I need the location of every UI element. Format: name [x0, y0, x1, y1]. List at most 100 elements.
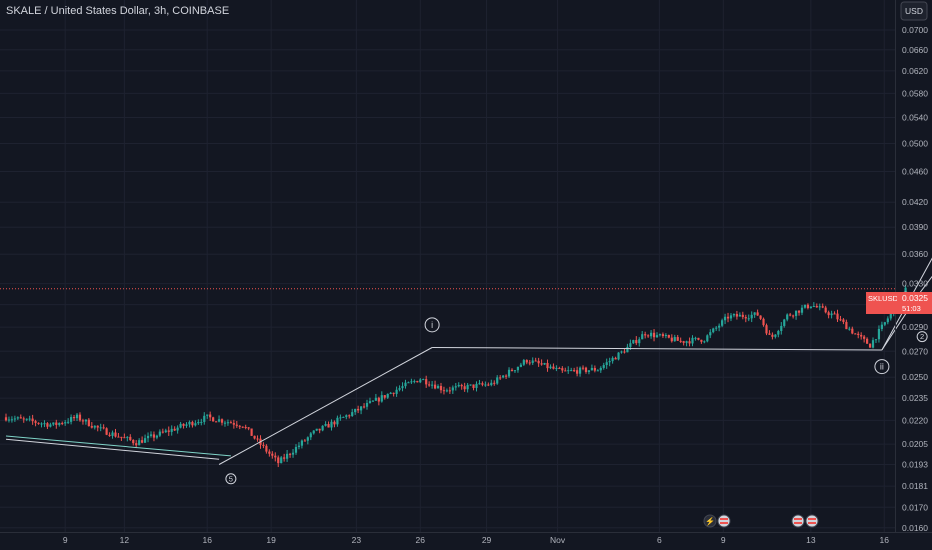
- candle: [256, 435, 259, 442]
- candle-body: [519, 364, 522, 367]
- candle: [732, 313, 736, 318]
- candle: [635, 336, 638, 346]
- flag-stripe: [808, 518, 816, 520]
- candle-body: [839, 319, 842, 321]
- candle-body: [581, 367, 585, 369]
- y-tick-label: 0.0540: [902, 112, 928, 122]
- candle-body: [768, 333, 771, 335]
- candle: [590, 364, 594, 371]
- candle: [445, 388, 449, 393]
- candle: [232, 419, 235, 429]
- candle-body: [188, 421, 191, 425]
- candle-body: [416, 381, 419, 383]
- candle-body: [484, 384, 487, 386]
- candle-body: [389, 392, 392, 394]
- candle-body: [549, 366, 552, 369]
- wave-line[interactable]: [218, 347, 433, 465]
- x-tick-label: 13: [806, 535, 816, 545]
- candle: [280, 455, 283, 464]
- candle: [809, 306, 812, 309]
- elliott-wave-drawing[interactable]: [5, 56, 932, 465]
- currency-button-bg[interactable]: [900, 1, 928, 21]
- candle: [587, 370, 591, 375]
- candle-body: [262, 444, 265, 446]
- candle: [386, 393, 389, 399]
- candle-body: [7, 419, 11, 421]
- candle: [164, 428, 167, 433]
- candle: [679, 337, 682, 343]
- candle: [250, 428, 253, 436]
- wave-line[interactable]: [432, 347, 882, 351]
- candle: [744, 314, 747, 323]
- candle: [167, 426, 170, 436]
- candle-body: [407, 382, 410, 384]
- flag-stripe: [808, 522, 816, 524]
- candle: [67, 418, 70, 425]
- candle-body: [182, 423, 185, 426]
- candle-body: [629, 343, 632, 347]
- candle-body: [99, 427, 102, 429]
- candle: [691, 335, 694, 347]
- candle-body: [203, 415, 206, 422]
- candle: [324, 421, 327, 427]
- candle: [241, 426, 244, 429]
- candle: [877, 325, 881, 343]
- candle: [599, 366, 602, 373]
- candle: [315, 428, 318, 432]
- candle-body: [561, 368, 564, 371]
- candle-body: [502, 375, 505, 378]
- candle: [513, 369, 517, 373]
- candle: [413, 379, 416, 384]
- candle-body: [191, 421, 194, 426]
- candle: [549, 364, 552, 370]
- candle: [351, 408, 354, 417]
- candle-body: [365, 402, 369, 407]
- candle: [487, 382, 490, 387]
- candle: [697, 337, 700, 341]
- candle-body: [161, 431, 164, 433]
- candle: [499, 375, 502, 381]
- currency-button[interactable]: USD: [900, 1, 928, 21]
- candle: [570, 367, 573, 372]
- candle: [620, 350, 623, 354]
- candle-body: [516, 366, 520, 371]
- candle-body: [472, 384, 475, 388]
- time-axis[interactable]: 9121619232629Nov691316202327: [63, 535, 932, 545]
- candle: [747, 314, 750, 322]
- candle-body: [297, 445, 301, 447]
- candle-body: [466, 384, 469, 390]
- candle: [478, 379, 481, 385]
- candle-body: [507, 369, 511, 377]
- candle: [718, 323, 721, 332]
- candle-body: [176, 427, 179, 431]
- candle-body: [747, 318, 750, 320]
- candle-body: [475, 383, 478, 388]
- candle-body: [821, 306, 824, 308]
- candle: [605, 358, 608, 369]
- flag-stripe: [794, 522, 802, 524]
- candle-body: [87, 419, 90, 427]
- wave-label-circle: [916, 331, 928, 343]
- candle-body: [46, 423, 49, 427]
- candle: [146, 432, 150, 443]
- candle: [797, 310, 801, 316]
- candle-body: [70, 417, 73, 422]
- candle: [623, 348, 626, 354]
- candle: [135, 440, 138, 449]
- candle-body: [105, 428, 108, 435]
- candle-body: [499, 377, 502, 379]
- candle: [306, 436, 309, 445]
- candle-body: [200, 421, 203, 423]
- candle-body: [451, 387, 454, 391]
- price-axis[interactable]: 0.0700 0.0660 0.0620 0.0580 0.0540 0.0500 0.04…: [902, 25, 928, 533]
- wave-label-text: i: [431, 320, 433, 330]
- wave-line[interactable]: [5, 435, 231, 457]
- candle: [502, 374, 505, 379]
- wave-line[interactable]: [5, 438, 220, 460]
- currency-button-label[interactable]: USD: [905, 6, 923, 16]
- candle-body: [179, 423, 182, 428]
- candle: [7, 416, 11, 423]
- candle: [78, 412, 82, 422]
